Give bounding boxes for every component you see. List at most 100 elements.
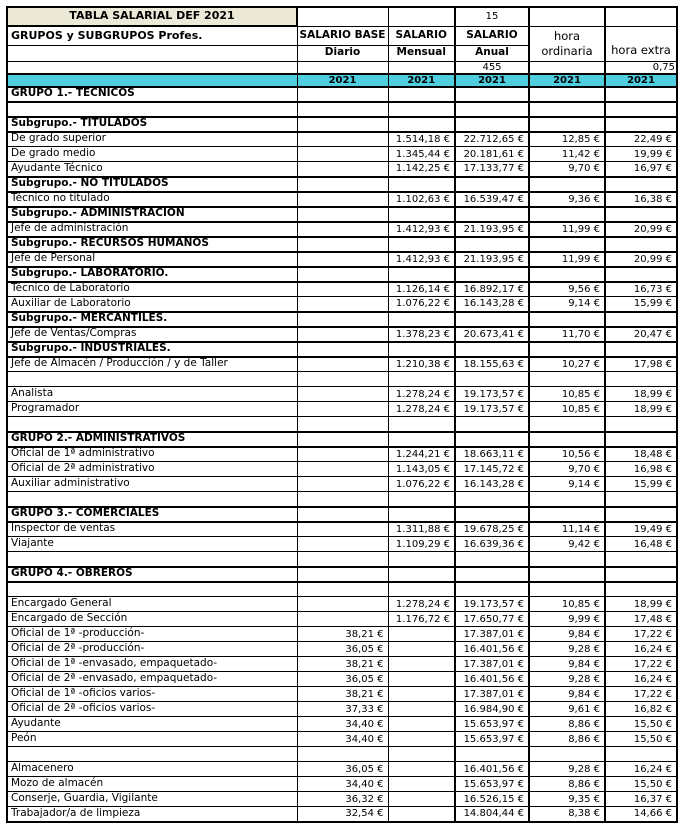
cell-mensual	[387, 101, 456, 117]
anual-factor-value: 455	[454, 60, 530, 74]
salary-table: TABLA SALARIAL DEF 2021 15 GRUPOS y SUBG…	[6, 6, 678, 823]
group-row: GRUPO 3.- COMERCIALES	[6, 505, 678, 523]
cell-anual: 16.401,56 €	[454, 671, 530, 687]
cell-diario	[296, 491, 389, 507]
table-row: De grado superior 1.514,18 €22.712,65 €12…	[6, 131, 678, 147]
cell-anual: 17.133,77 €	[454, 161, 530, 177]
cell-mensual	[387, 491, 456, 507]
factor-row: 455 0,75	[6, 60, 678, 74]
cell-extra: 20,99 €	[604, 251, 678, 267]
cell-ordinaria: 9,28 €	[528, 641, 606, 657]
cell-ordinaria: 9,35 €	[528, 791, 606, 807]
cell-diario: 38,21 €	[296, 626, 389, 642]
cell-diario: 32,54 €	[296, 806, 389, 822]
cell-mensual	[387, 551, 456, 567]
cell-extra: 18,48 €	[604, 446, 678, 462]
header-hora-extra-label: hora extra	[604, 25, 678, 62]
cell-label: Subgrupo.- INDUSTRIALES.	[6, 340, 298, 358]
cell-label	[6, 101, 298, 117]
anual-top-value: 15	[454, 6, 530, 27]
cell-diario	[296, 521, 389, 537]
year-badge: 2021	[528, 72, 606, 88]
cell-extra	[604, 340, 678, 358]
cell-extra: 16,97 €	[604, 161, 678, 177]
cell-anual	[454, 310, 530, 328]
cell-mensual: 1.278,24 €	[387, 386, 456, 402]
cell-anual: 21.193,95 €	[454, 221, 530, 237]
cell-label: GRUPO 3.- COMERCIALES	[6, 505, 298, 523]
cell-anual	[454, 101, 530, 117]
cell-ordinaria: 9,14 €	[528, 296, 606, 312]
table-row: Oficial de 1ª administrativo 1.244,21 €18…	[6, 446, 678, 462]
cell-ordinaria	[528, 115, 606, 133]
cell-ordinaria	[528, 205, 606, 223]
cell-label: Oficial de 2ª -oficios varios-	[6, 701, 298, 717]
cell-extra	[604, 565, 678, 583]
table-row: Jefe de Ventas/Compras 1.378,23 €20.673,4…	[6, 326, 678, 342]
cell-ordinaria	[528, 551, 606, 567]
cell-diario	[296, 446, 389, 462]
cell-anual: 20.181,61 €	[454, 146, 530, 162]
header-salario-mensual-label: SALARIO	[387, 25, 456, 46]
cell-anual: 14.804,44 €	[454, 806, 530, 822]
table-row: Oficial de 2ª administrativo 1.143,05 €17…	[6, 461, 678, 477]
cell-ordinaria	[528, 340, 606, 358]
cell-ordinaria: 9,28 €	[528, 761, 606, 777]
cell-label: Viajante	[6, 536, 298, 552]
cell-extra	[604, 115, 678, 133]
cell-diario: 34,40 €	[296, 776, 389, 792]
header-anual-label: Anual	[454, 44, 530, 62]
cell-label: GRUPO 1.- TECNICOS	[6, 85, 298, 103]
cell-ordinaria	[528, 430, 606, 448]
table-row: Jefe de administración 1.412,93 €21.193,9…	[6, 221, 678, 237]
cell-anual: 19.173,57 €	[454, 596, 530, 612]
table-row: Almacenero 36,05 € 16.401,56 €9,28 €16,24 …	[6, 761, 678, 777]
header-hora-ordinaria-label: hora ordinaria	[528, 25, 606, 62]
header-blank-b1	[296, 6, 389, 27]
cell-diario: 36,32 €	[296, 791, 389, 807]
header-groups-label: GRUPOS y SUBGRUPOS Profes.	[6, 25, 298, 46]
cell-ordinaria	[528, 581, 606, 597]
cell-extra	[604, 310, 678, 328]
cell-diario: 38,21 €	[296, 686, 389, 702]
salary-table-body: GRUPO 1.- TECNICOS Subgrupo.- TITULADOS De…	[6, 85, 678, 822]
cell-anual	[454, 235, 530, 253]
table-title: TABLA SALARIAL DEF 2021	[6, 6, 298, 27]
cell-extra: 18,99 €	[604, 596, 678, 612]
cell-mensual	[387, 205, 456, 223]
cell-label	[6, 371, 298, 387]
table-row: Jefe de Personal 1.412,93 €21.193,95 €11,…	[6, 251, 678, 267]
cell-mensual	[387, 746, 456, 762]
cell-ordinaria	[528, 746, 606, 762]
table-row: Inspector de ventas 1.311,88 €19.678,25 €…	[6, 521, 678, 537]
cell-label: Subgrupo.- TITULADOS	[6, 115, 298, 133]
cell-anual	[454, 565, 530, 583]
cell-label: De grado superior	[6, 131, 298, 147]
cell-label: Oficial de 2ª -producción-	[6, 641, 298, 657]
cell-mensual	[387, 716, 456, 732]
cell-diario: 37,33 €	[296, 701, 389, 717]
cell-extra: 19,49 €	[604, 521, 678, 537]
cell-extra: 16,24 €	[604, 761, 678, 777]
table-row: Oficial de 1ª -oficios varios- 38,21 € 17.…	[6, 686, 678, 702]
cell-anual: 16.526,15 €	[454, 791, 530, 807]
cell-diario: 36,05 €	[296, 671, 389, 687]
cell-diario	[296, 356, 389, 372]
cell-anual: 17.387,01 €	[454, 626, 530, 642]
table-row: Encargado General 1.278,24 €19.173,57 €10…	[6, 596, 678, 612]
header-salario-base-label: SALARIO BASE	[296, 25, 389, 46]
cell-diario	[296, 551, 389, 567]
cell-ordinaria: 9,70 €	[528, 161, 606, 177]
cell-diario	[296, 296, 389, 312]
cell-extra: 16,24 €	[604, 671, 678, 687]
cell-diario	[296, 310, 389, 328]
cell-ordinaria: 8,86 €	[528, 776, 606, 792]
table-row: Ayudante Técnico 1.142,25 €17.133,77 €9,7…	[6, 161, 678, 177]
cell-label: GRUPO 2.- ADMINISTRATIVOS	[6, 430, 298, 448]
table-row: Técnico no titulado 1.102,63 €16.539,47 €…	[6, 191, 678, 207]
cell-diario	[296, 221, 389, 237]
cell-diario	[296, 340, 389, 358]
cell-mensual: 1.143,05 €	[387, 461, 456, 477]
cell-label	[6, 551, 298, 567]
cell-ordinaria: 10,85 €	[528, 596, 606, 612]
